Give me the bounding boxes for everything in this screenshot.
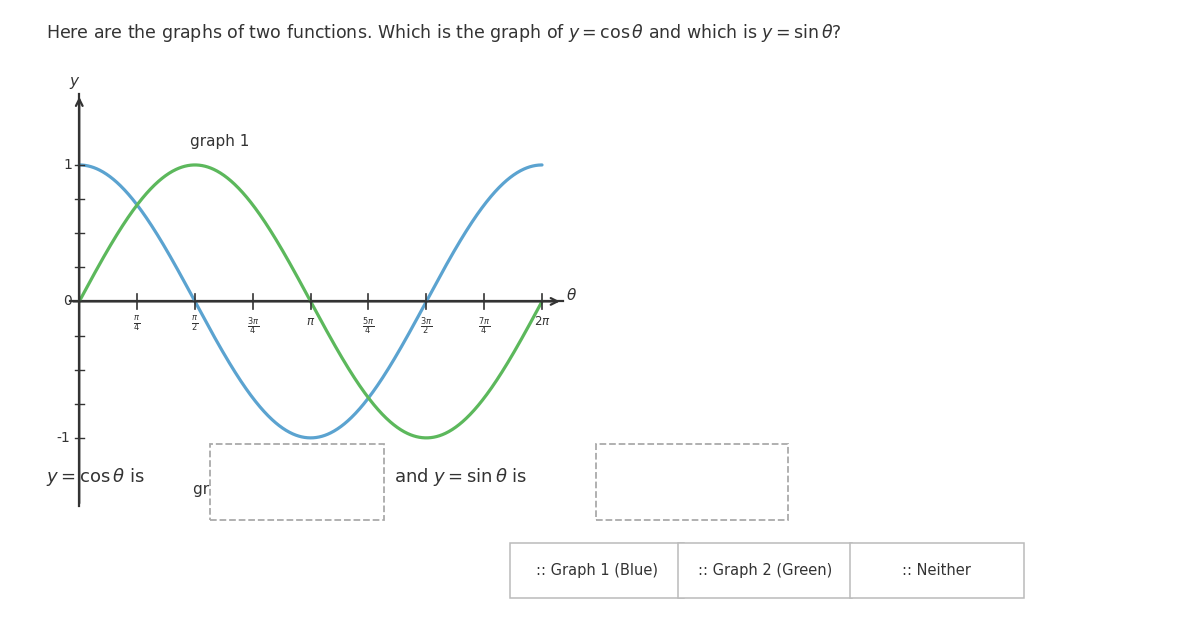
Text: $\frac{3\pi}{2}$: $\frac{3\pi}{2}$ — [420, 315, 432, 337]
Text: :: Neither: :: Neither — [902, 563, 971, 578]
Text: graph 2: graph 2 — [193, 481, 252, 496]
Text: and $y = \sin\theta$ is: and $y = \sin\theta$ is — [394, 466, 527, 488]
Text: 0: 0 — [64, 294, 72, 308]
Text: $\frac{7\pi}{4}$: $\frac{7\pi}{4}$ — [478, 315, 491, 337]
FancyBboxPatch shape — [596, 444, 788, 520]
Text: 1: 1 — [64, 158, 72, 172]
Text: $\frac{\pi}{2}$: $\frac{\pi}{2}$ — [191, 315, 198, 334]
FancyBboxPatch shape — [510, 543, 684, 598]
Text: Here are the graphs of two functions. Which is the graph of $y = \cos\theta$ and: Here are the graphs of two functions. Wh… — [46, 22, 841, 44]
Text: :: Graph 1 (Blue): :: Graph 1 (Blue) — [536, 563, 658, 578]
FancyBboxPatch shape — [210, 444, 384, 520]
Text: $\frac{5\pi}{4}$: $\frac{5\pi}{4}$ — [362, 315, 374, 337]
Text: $\frac{\pi}{4}$: $\frac{\pi}{4}$ — [133, 315, 140, 334]
Text: $y = \cos\theta$ is: $y = \cos\theta$ is — [46, 466, 144, 488]
Text: $\frac{3\pi}{4}$: $\frac{3\pi}{4}$ — [247, 315, 259, 337]
Text: $\theta$: $\theta$ — [565, 287, 577, 303]
Text: $2\pi$: $2\pi$ — [534, 315, 551, 328]
FancyBboxPatch shape — [850, 543, 1024, 598]
Text: -1: -1 — [56, 431, 71, 445]
Text: y: y — [70, 74, 79, 88]
Text: :: Graph 2 (Green): :: Graph 2 (Green) — [698, 563, 832, 578]
FancyBboxPatch shape — [678, 543, 852, 598]
Text: $\pi$: $\pi$ — [306, 315, 316, 328]
Text: graph 1: graph 1 — [191, 133, 250, 148]
